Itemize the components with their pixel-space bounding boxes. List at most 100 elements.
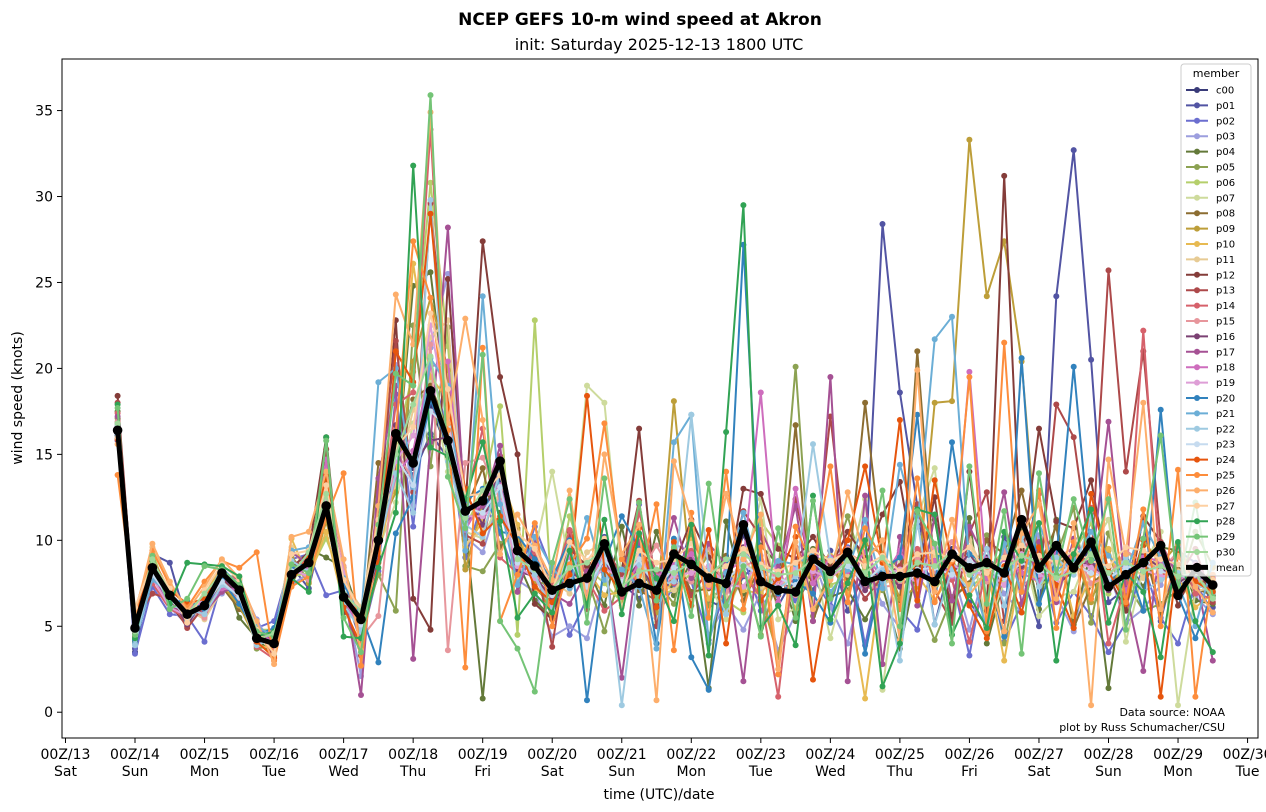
data-point-p30 xyxy=(462,515,469,521)
data-point-p30 xyxy=(323,490,330,497)
x-tick-label-date: 00Z/24 xyxy=(805,747,855,763)
data-point-p02 xyxy=(132,650,138,657)
data-point-p30 xyxy=(514,556,521,563)
data-point-p29 xyxy=(792,614,799,621)
data-point-p17 xyxy=(740,678,747,685)
data-point-p25 xyxy=(1140,506,1147,513)
legend-label: p12 xyxy=(1216,270,1235,281)
data-point-p25 xyxy=(340,470,347,477)
data-point-p26 xyxy=(462,315,469,322)
data-point-p29 xyxy=(810,497,816,504)
legend-item-p01: p01 xyxy=(1186,101,1235,112)
data-point-p23 xyxy=(1122,564,1129,571)
data-point-p26 xyxy=(1053,595,1060,602)
data-point-p14 xyxy=(966,638,973,645)
x-axis-label: time (UTC)/date xyxy=(603,787,714,803)
data-point-p28 xyxy=(1140,588,1147,595)
data-point-p21 xyxy=(497,501,504,508)
data-point-p21 xyxy=(514,582,521,588)
data-point-p21 xyxy=(879,585,886,592)
data-point-p22 xyxy=(427,197,434,203)
data-point-p06 xyxy=(497,403,504,410)
data-point-mean xyxy=(338,592,349,602)
data-point-mean xyxy=(738,520,749,530)
data-point-p30 xyxy=(931,563,938,570)
x-tick-label-day: Fri xyxy=(474,764,491,780)
legend-item-p30: p30 xyxy=(1186,548,1235,559)
data-point-p26 xyxy=(740,556,747,563)
data-point-p05 xyxy=(792,363,799,370)
data-point-p21 xyxy=(775,557,782,564)
data-point-p26 xyxy=(1209,609,1216,616)
data-point-p28 xyxy=(705,652,712,659)
legend-item-p24: p24 xyxy=(1186,455,1235,466)
x-tick-label-day: Sun xyxy=(122,764,149,780)
data-point-p04 xyxy=(723,518,730,525)
data-point-mean xyxy=(356,614,366,625)
data-point-p19 xyxy=(740,583,747,590)
legend-label: p29 xyxy=(1216,532,1235,543)
data-point-p08 xyxy=(792,422,799,429)
x-tick-label-day: Sat xyxy=(1027,764,1050,780)
data-point-p29 xyxy=(653,597,660,604)
data-point-p01 xyxy=(1070,147,1077,154)
data-point-mean xyxy=(269,638,279,649)
data-point-p24 xyxy=(931,477,938,484)
legend-item-p04: p04 xyxy=(1186,147,1235,158)
data-point-p04 xyxy=(862,616,869,623)
data-point-p29 xyxy=(1001,508,1008,515)
data-point-p04 xyxy=(653,528,660,535)
data-point-p12 xyxy=(775,545,782,552)
data-point-p23 xyxy=(497,484,504,490)
data-point-p30 xyxy=(653,566,660,573)
data-point-p02 xyxy=(166,611,173,618)
x-tick-label-day: Tue xyxy=(261,764,286,780)
data-point-p29 xyxy=(427,92,434,99)
legend-item-p21: p21 xyxy=(1186,409,1235,420)
data-point-p29 xyxy=(288,561,295,568)
x-tick-label-day: Sat xyxy=(54,764,77,780)
data-point-p26 xyxy=(949,516,955,523)
data-point-p01 xyxy=(166,559,173,566)
data-point-p25 xyxy=(914,475,921,482)
data-point-p28 xyxy=(479,439,486,446)
data-point-p25 xyxy=(479,344,486,351)
data-point-p08 xyxy=(983,537,990,544)
data-point-p27 xyxy=(288,551,295,558)
data-point-p30 xyxy=(566,564,573,571)
data-point-mean xyxy=(721,578,731,589)
series-mean xyxy=(112,386,1218,649)
data-point-p21 xyxy=(462,547,469,554)
data-point-mean xyxy=(947,549,957,559)
legend-item-p11: p11 xyxy=(1186,255,1235,266)
data-point-p08 xyxy=(1018,487,1025,494)
data-point-p30 xyxy=(114,420,121,427)
data-point-p17 xyxy=(618,674,625,681)
data-point-p22 xyxy=(531,571,538,578)
data-point-p01 xyxy=(879,221,886,227)
data-point-p17 xyxy=(514,588,521,595)
data-point-p11 xyxy=(1140,575,1147,582)
data-point-p07 xyxy=(584,382,590,389)
data-point-p16 xyxy=(479,521,486,528)
data-point-p21 xyxy=(601,576,608,583)
data-point-p25 xyxy=(549,623,556,630)
data-point-mean xyxy=(564,578,575,589)
data-point-p20 xyxy=(914,411,921,418)
data-point-mean xyxy=(321,501,332,511)
legend-label: p04 xyxy=(1216,147,1235,158)
legend-item-p03: p03 xyxy=(1186,132,1235,143)
legend-marker xyxy=(1194,148,1200,155)
data-point-p24 xyxy=(584,392,590,399)
data-point-p25 xyxy=(844,599,851,606)
data-point-p07 xyxy=(1036,613,1042,619)
data-point-p29 xyxy=(670,544,677,551)
data-point-p29 xyxy=(340,614,347,621)
data-point-p23 xyxy=(1157,568,1164,575)
data-point-mean xyxy=(182,609,192,619)
data-point-p12 xyxy=(1053,518,1060,525)
data-point-p25 xyxy=(757,544,764,551)
data-point-p09 xyxy=(983,293,990,300)
y-tick-label: 35 xyxy=(35,104,53,120)
data-point-p04 xyxy=(323,554,330,561)
